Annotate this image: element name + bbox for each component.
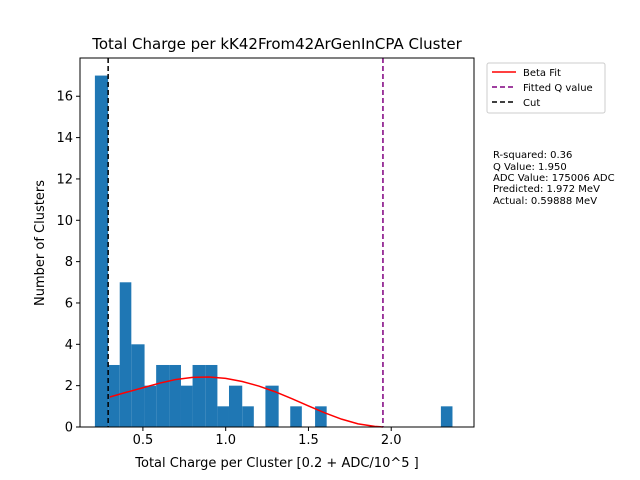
stat-r-squared: R-squared: 0.36	[493, 150, 572, 161]
histogram-bar-12	[242, 406, 254, 427]
y-axis-ticks: 0 2 4 6 8 10 12 14 16	[56, 90, 80, 436]
legend-label-cut: Cut	[523, 98, 540, 109]
stat-adc-value: ADC Value: 175006 ADC	[493, 173, 615, 184]
stat-actual: Actual: 0.59888 MeV	[493, 196, 597, 207]
stat-q-value: Q Value: 1.950	[493, 162, 567, 173]
beta-fit-line	[109, 376, 384, 428]
histogram-bar-19	[440, 406, 453, 427]
x-axis-ticks: 0.5 1.0 1.5 2.0	[133, 427, 402, 448]
x-tick-label-1: 1.0	[215, 433, 236, 448]
histogram-bar-0	[94, 75, 109, 428]
fit-curve-group	[109, 376, 384, 428]
histogram-bar-4	[144, 385, 157, 427]
y-tick-label-3: 6	[65, 296, 73, 311]
legend-box	[486, 62, 606, 114]
histogram-bar-18	[315, 406, 327, 427]
histogram-bar-3	[131, 344, 145, 427]
histogram-bar-8	[192, 364, 206, 427]
y-axis-label: Number of Clusters	[33, 180, 48, 306]
histogram-bar-9	[205, 364, 218, 427]
histogram-bar-14	[265, 385, 279, 427]
y-tick-label-1: 2	[65, 379, 73, 394]
x-tick-label-0: 0.5	[133, 433, 154, 448]
vline-group	[107, 58, 384, 427]
x-tick-label-2: 1.5	[298, 433, 319, 448]
x-axis-label: Total Charge per Cluster [0.2 + ADC/10^5…	[134, 456, 418, 471]
histogram-bar-10	[217, 406, 229, 427]
chart-title: Total Charge per kK42From42ArGenInCPA Cl…	[91, 35, 462, 53]
histogram-bar-5	[156, 364, 170, 427]
y-tick-label-7: 14	[56, 131, 73, 146]
histogram-bar-16	[290, 406, 302, 427]
legend-label-beta-fit: Beta Fit	[523, 68, 561, 79]
y-tick-label-4: 8	[65, 255, 73, 270]
histogram-bar-6	[169, 364, 181, 427]
histogram-bar-7	[180, 385, 193, 427]
y-tick-label-8: 16	[56, 90, 73, 105]
x-tick-label-3: 2.0	[381, 433, 402, 448]
y-tick-label-0: 0	[65, 421, 73, 436]
legend-label-fitted-q: Fitted Q value	[523, 83, 593, 94]
stat-predicted: Predicted: 1.972 MeV	[493, 184, 600, 195]
legend: Beta Fit Fitted Q value Cut	[486, 62, 606, 114]
bar-group	[94, 75, 453, 428]
plot-frame	[79, 57, 475, 428]
histogram-bar-2	[119, 282, 132, 427]
y-tick-label-2: 4	[65, 338, 73, 353]
y-tick-label-6: 12	[56, 172, 73, 187]
histogram-bar-11	[228, 385, 243, 427]
y-tick-label-5: 10	[56, 214, 73, 229]
stats-annotation: R-squared: 0.36 Q Value: 1.950 ADC Value…	[493, 150, 615, 207]
